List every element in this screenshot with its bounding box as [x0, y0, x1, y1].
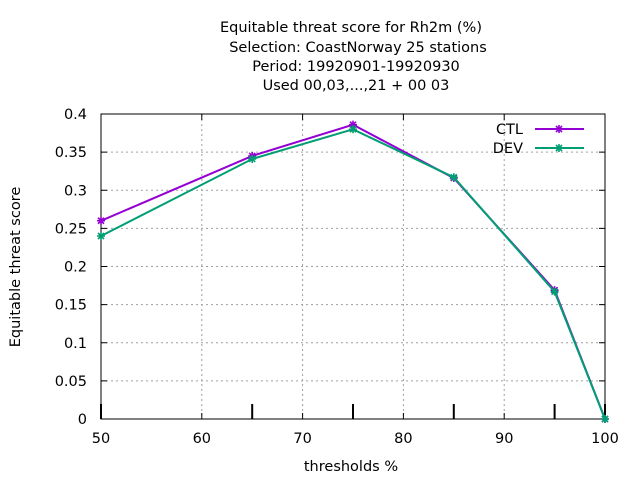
series-ctl [97, 120, 609, 423]
data-point-star [601, 415, 609, 423]
data-point-star [248, 154, 257, 163]
x-tick-label: 100 [591, 431, 619, 447]
data-point-star [97, 232, 105, 240]
y-tick-label: 0 [78, 412, 87, 428]
y-tick-label: 0.1 [64, 336, 87, 352]
threshold-marks [100, 404, 606, 419]
data-point-star [97, 216, 105, 225]
legend-label-dev: DEV [493, 141, 523, 157]
series-line-ctl [100, 123, 606, 420]
title-line-4: Used 00,03,...,21 + 00 03 [263, 78, 450, 94]
y-axis-label: Equitable threat score [8, 187, 24, 348]
series-line-dev [100, 128, 606, 420]
title-line-2: Selection: CoastNorway 25 stations [229, 40, 487, 56]
series-dev [97, 125, 609, 423]
series [97, 120, 609, 423]
data-point-star [349, 120, 357, 129]
data-point-star [550, 287, 559, 296]
grid [101, 114, 605, 419]
chart-title: Equitable threat score for Rh2m (%) Sele… [220, 20, 487, 94]
data-point-star [555, 144, 563, 152]
data-point-star [449, 173, 458, 182]
title-line-3: Period: 19920901-19920930 [252, 59, 460, 75]
x-tick-label: 60 [193, 431, 211, 447]
legend: CTL DEV [493, 122, 584, 157]
x-tick-label: 50 [92, 431, 110, 447]
x-axis-ticks: 50 60 70 80 90 100 [92, 114, 619, 447]
x-tick-label: 70 [293, 431, 311, 447]
y-tick-label: 0.35 [55, 145, 87, 161]
y-tick-label: 0.4 [64, 107, 87, 123]
x-tick-label: 90 [495, 431, 513, 447]
data-point-star [555, 125, 563, 133]
title-line-1: Equitable threat score for Rh2m (%) [220, 20, 482, 36]
x-tick-label: 80 [394, 431, 412, 447]
legend-label-ctl: CTL [496, 122, 523, 138]
y-tick-label: 0.25 [55, 221, 87, 237]
y-tick-label: 0.15 [55, 298, 87, 314]
y-tick-label: 0.2 [64, 260, 87, 276]
y-tick-label: 0.05 [55, 374, 87, 390]
y-tick-label: 0.3 [64, 183, 87, 199]
y-axis-ticks: 0 0.05 0.1 0.15 0.2 0.25 0.3 0.35 0.4 [55, 107, 605, 428]
data-point-star [349, 125, 357, 134]
x-axis-label: thresholds % [304, 459, 398, 475]
